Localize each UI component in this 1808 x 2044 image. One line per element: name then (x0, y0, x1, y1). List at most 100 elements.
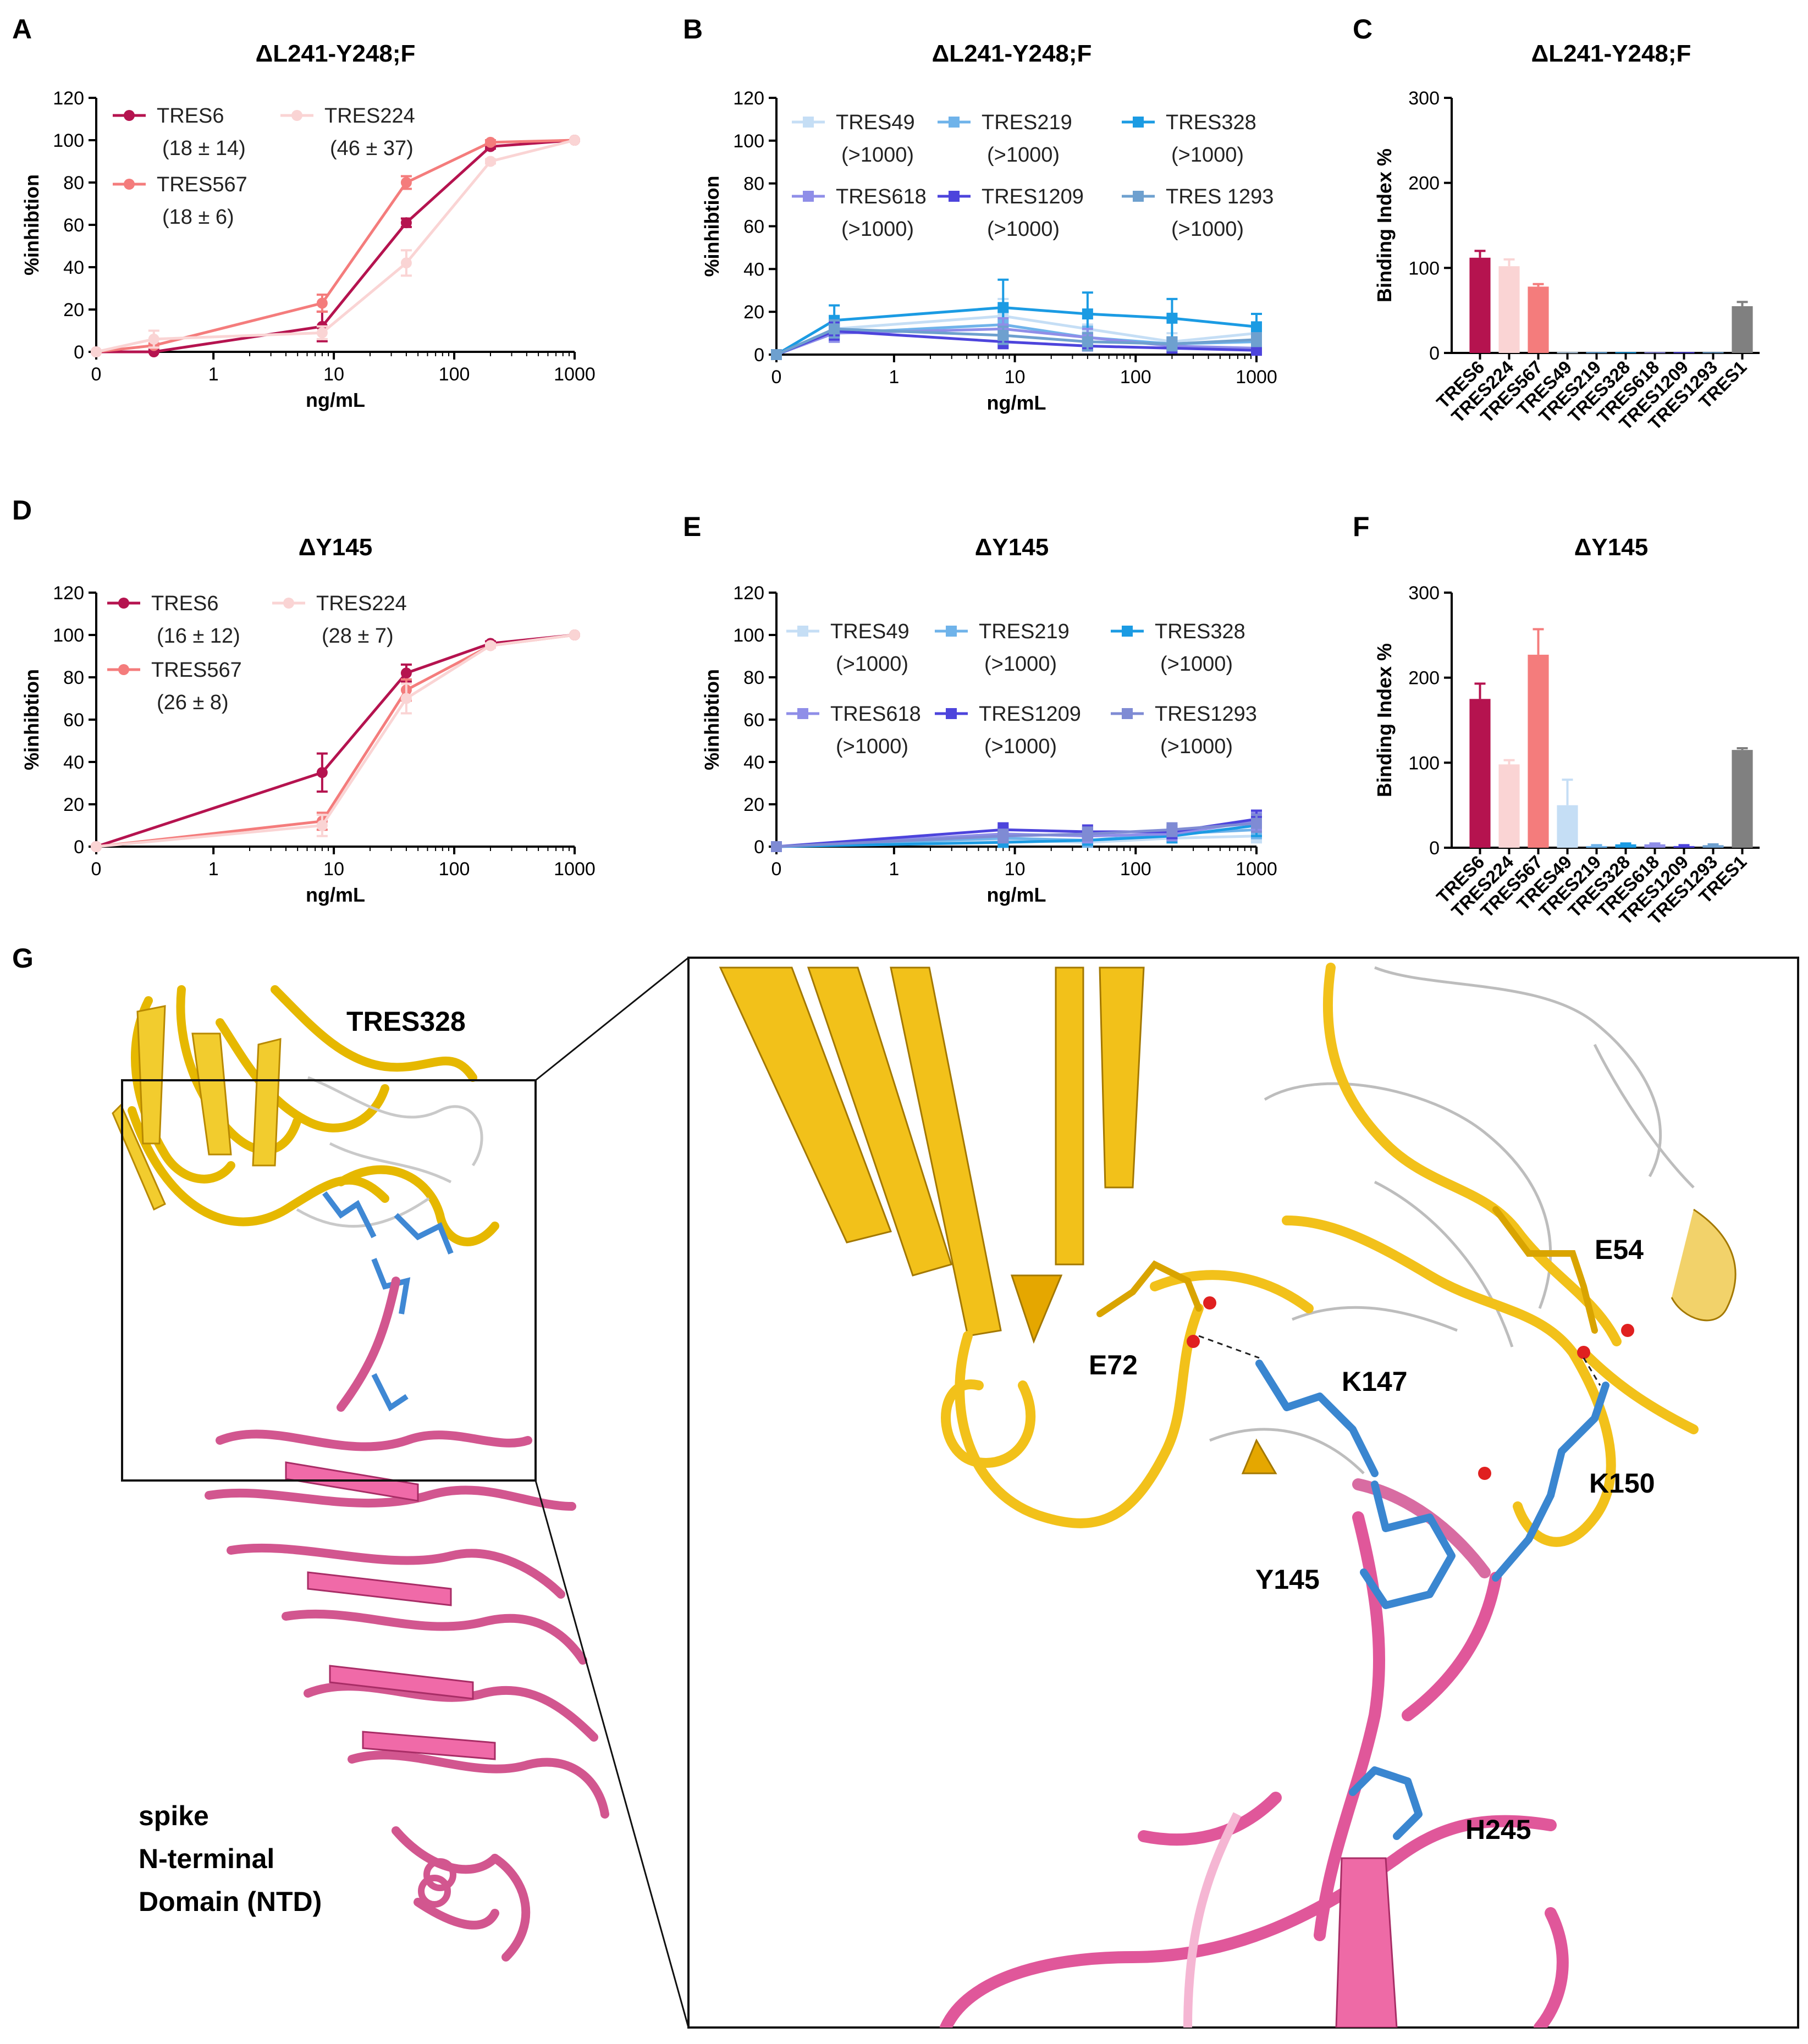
x-axis-label: ng/mL (987, 883, 1046, 906)
chart-title: ΔL241-Y248;F (1531, 40, 1691, 67)
data-point (316, 327, 328, 339)
legend-ic50: (18 ± 14) (162, 137, 246, 160)
data-point (400, 217, 412, 229)
legend-ic50: (>1000) (984, 735, 1057, 758)
y-tick-label: 100 (1408, 258, 1440, 279)
chart-e: ΔY145 0 20 40 60 80 100 120 %inhibtion 0 1 10 100 100… (701, 534, 1277, 906)
bar (1528, 286, 1549, 353)
legend-ic50: (26 ± 8) (157, 691, 229, 714)
series-line (96, 139, 575, 353)
ntd-label-line2: N-terminal (139, 1843, 274, 1874)
data-point (1082, 336, 1093, 347)
y-tick-label: 200 (1408, 173, 1440, 194)
y-tick-label: 40 (743, 752, 764, 773)
bar (1673, 846, 1695, 848)
bar (1615, 844, 1636, 848)
legend-ic50: (18 ± 6) (162, 206, 234, 229)
ntd-label-line1: spike (139, 1800, 209, 1831)
bar (1557, 805, 1578, 848)
data-point (91, 841, 102, 852)
y-tick-label: 120 (733, 88, 764, 109)
data-point (91, 346, 102, 357)
legend-name: TRES618 (836, 185, 927, 208)
y-tick-label: 80 (743, 174, 764, 195)
legend-ic50: (>1000) (841, 218, 914, 241)
data-point (1166, 338, 1178, 350)
chart-a: ΔL241-Y248;F 0 20 40 60 80 100 120 %inhibtion 0 1 1… (20, 40, 596, 411)
legend-name: TRES49 (836, 111, 915, 134)
data-point (1082, 308, 1093, 320)
y-tick-label: 100 (733, 625, 764, 646)
data-point (1251, 334, 1262, 345)
data-point (400, 693, 412, 704)
data-point (1251, 817, 1262, 829)
data-point (569, 629, 580, 640)
bar (1498, 266, 1520, 353)
x-tick-label: 10 (323, 364, 344, 385)
x-tick-label: 1 (889, 859, 899, 880)
chart-d: ΔY145 0 20 40 60 80 100 120 %inhibtion 0 1 10 100 100… (20, 534, 596, 906)
x-tick-label: 1000 (1236, 859, 1277, 880)
data-point (1251, 345, 1262, 356)
series-line (776, 327, 1257, 356)
x-tick-label: 10 (1005, 367, 1026, 388)
y-tick-label: 300 (1408, 88, 1440, 109)
legend-ic50: (>1000) (841, 143, 914, 167)
panel-label-g: G (12, 943, 34, 974)
bar (1644, 352, 1666, 353)
legend-ic50: (>1000) (987, 143, 1060, 167)
legend-name: TRES1293 (1155, 703, 1257, 726)
y-tick-label: 120 (53, 88, 84, 109)
y-tick-label: 0 (754, 345, 764, 366)
y-axis-label: %inhibtion (701, 176, 723, 277)
y-tick-label: 80 (63, 667, 84, 688)
x-tick-label: 1000 (554, 364, 596, 385)
y-axis-label: %inhibtion (20, 174, 43, 275)
legend-name: TRES328 (1166, 111, 1256, 134)
data-point (1166, 312, 1178, 324)
panel-label-c: C (1353, 14, 1372, 45)
y-tick-label: 0 (1429, 343, 1440, 364)
data-point (316, 297, 328, 309)
y-tick-label: 20 (743, 794, 764, 815)
residue-k150: K150 (1589, 1468, 1655, 1499)
legend-swatch-marker (946, 708, 957, 719)
legend-name: TRES6 (151, 592, 218, 615)
legend-ic50: (>1000) (984, 653, 1057, 676)
x-tick-label: 100 (1120, 859, 1151, 880)
bar (1673, 352, 1695, 353)
ntd-label-line3: Domain (NTD) (139, 1886, 322, 1917)
y-tick-label: 300 (1408, 583, 1440, 604)
residue-h245: H245 (1465, 1814, 1531, 1845)
legend-name: TRES224 (316, 592, 407, 615)
legend-ic50: (28 ± 7) (322, 625, 394, 648)
panel-label-a: A (12, 14, 32, 45)
chart-b: ΔL241-Y248;F 0 20 40 60 80 100 120 %inhibtion 0 1 1… (701, 40, 1277, 414)
x-tick-label: 0 (771, 367, 782, 388)
data-point (316, 767, 328, 778)
bar (1586, 352, 1607, 353)
y-tick-label: 60 (743, 217, 764, 237)
legend-ic50: (>1000) (836, 653, 908, 676)
x-tick-label: 1 (889, 367, 899, 388)
data-point (771, 349, 782, 360)
series-tres6: TRES6 (16 ± 12) (91, 592, 580, 852)
data-point (484, 640, 496, 651)
y-tick-label: 0 (754, 837, 764, 858)
data-point (400, 257, 412, 269)
y-tick-label: 200 (1408, 668, 1440, 689)
y-tick-label: 120 (53, 583, 84, 604)
y-axis-label: %inhibtion (701, 669, 723, 770)
x-axis-label: ng/mL (306, 883, 365, 906)
series-line (775, 306, 1257, 356)
legend-ic50: (46 ± 37) (330, 137, 414, 160)
y-tick-label: 100 (53, 625, 84, 646)
data-point (400, 177, 412, 188)
antibody-label: TRES328 (346, 1006, 466, 1037)
y-axis-label: Binding Index % (1373, 148, 1396, 302)
y-tick-label: 0 (74, 342, 84, 363)
legend-ic50: (16 ± 12) (157, 625, 240, 648)
legend-name: TRES224 (324, 104, 415, 128)
legend-swatch-marker (118, 664, 129, 675)
